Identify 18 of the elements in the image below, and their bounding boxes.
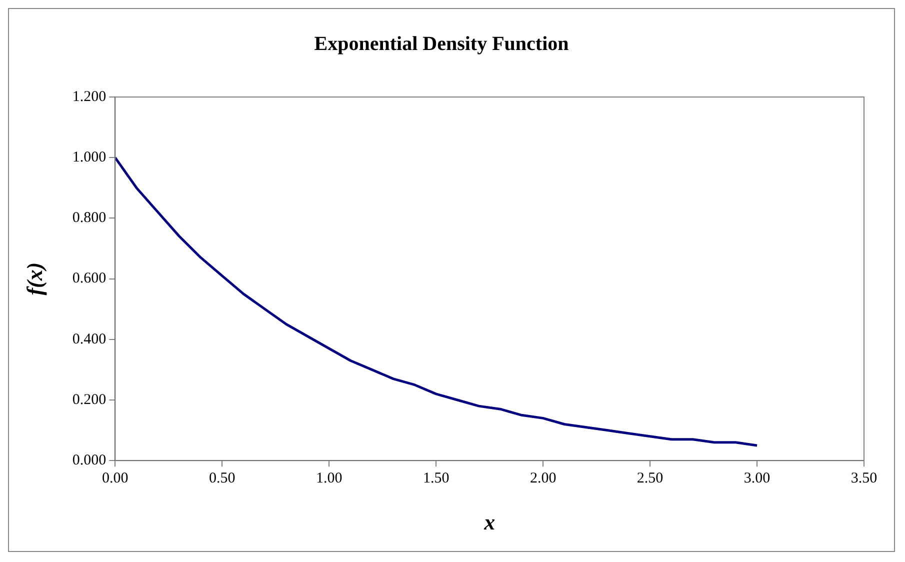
- chart-title: Exponential Density Function: [314, 33, 569, 56]
- x-tick-label: 0.50: [209, 470, 236, 487]
- x-tick-label: 1.00: [316, 470, 342, 487]
- y-tick-label: 0.200: [72, 392, 106, 408]
- x-axis-title: x: [483, 509, 496, 534]
- x-tick-label: 1.50: [422, 470, 450, 487]
- y-axis-title: f(x): [22, 262, 47, 296]
- x-tick-label: 2.50: [636, 470, 664, 487]
- y-tick-label: 0.800: [72, 210, 106, 226]
- x-tick-label: 3.50: [850, 470, 878, 487]
- y-tick-label: 1.000: [72, 150, 106, 166]
- x-tick-label: 2.00: [530, 470, 556, 487]
- y-tick-label: 1.200: [72, 88, 106, 105]
- y-tick-label: 0.000: [72, 452, 106, 469]
- x-tick-label: 0.00: [102, 470, 128, 487]
- x-tick-label: 3.00: [744, 470, 770, 487]
- y-tick-label: 0.600: [72, 270, 106, 287]
- y-tick-label: 0.400: [72, 331, 106, 348]
